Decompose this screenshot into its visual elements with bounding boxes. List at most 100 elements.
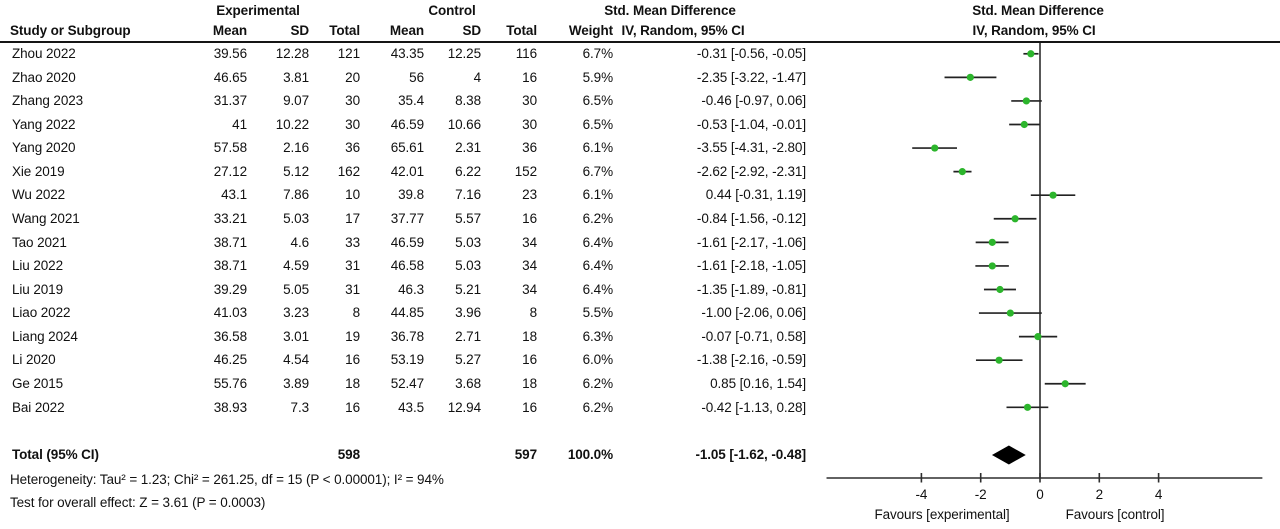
ctl-sd: 12.94 — [447, 399, 481, 415]
weight: 6.4% — [582, 281, 613, 297]
weight: 6.2% — [582, 375, 613, 391]
ctl-mean: 39.8 — [398, 187, 424, 203]
favours-experimental-label: Favours [experimental] — [874, 507, 1010, 522]
smd-ci: -1.38 [-2.16, -0.59] — [696, 352, 806, 368]
weight: 6.1% — [582, 140, 613, 156]
ctl-total: 16 — [522, 352, 537, 368]
exp-mean: 31.37 — [213, 93, 247, 109]
smd-ci: -1.61 [-2.18, -1.05] — [696, 258, 806, 274]
smd-ci: -0.53 [-1.04, -0.01] — [696, 116, 806, 132]
smd-ci: -1.35 [-1.89, -0.81] — [696, 281, 806, 297]
axis-tick-label: 4 — [1154, 487, 1163, 502]
weight: 6.4% — [582, 234, 613, 250]
weight: 6.0% — [582, 352, 613, 368]
ctl-sd: 5.03 — [455, 258, 481, 274]
ctl-sd: 3.68 — [455, 375, 481, 391]
exp-total: 19 — [345, 328, 360, 344]
study-row: Yang 2022 41 10.22 30 46.59 10.66 30 6.5% -0.53 … — [0, 113, 1280, 137]
exp-sd: 3.23 — [283, 305, 309, 321]
exp-total: 16 — [345, 352, 360, 368]
ctl-total: 8 — [529, 305, 538, 321]
exp-total: 20 — [345, 69, 360, 85]
effect-marker — [958, 168, 966, 176]
ctl-sd: 12.25 — [447, 46, 481, 61]
ctl-mean: 56 — [409, 69, 424, 85]
study-name: Zhang 2023 — [12, 93, 84, 109]
ctl-mean: 53.19 — [390, 352, 424, 368]
exp-mean: 27.12 — [213, 163, 247, 179]
exp-sd: 4.54 — [283, 352, 309, 368]
effect-marker — [988, 238, 996, 246]
ctl-total: 34 — [522, 258, 537, 274]
smd-ci: -0.46 [-0.97, 0.06] — [701, 93, 806, 109]
study-name: Liang 2024 — [12, 328, 78, 344]
weight: 6.2% — [582, 399, 613, 415]
smd-ci: -0.31 [-0.56, -0.05] — [696, 46, 806, 61]
study-name: Ge 2015 — [12, 375, 64, 391]
ctl-mean: 35.4 — [398, 93, 424, 109]
effect-marker — [988, 262, 996, 270]
exp-total: 17 — [345, 210, 360, 226]
smd-ci: -0.84 [-1.56, -0.12] — [696, 210, 806, 226]
col-weight: Weight — [568, 23, 613, 38]
exp-mean: 38.93 — [213, 399, 247, 415]
weight: 5.9% — [582, 69, 613, 85]
weight: 6.7% — [582, 163, 613, 179]
ctl-total: 16 — [522, 210, 537, 226]
smd-ci: -3.55 [-4.31, -2.80] — [696, 140, 806, 156]
study-row: Bai 2022 38.93 7.3 16 43.5 12.94 16 6.2% -0.42 [… — [0, 396, 1280, 420]
ctl-mean: 46.59 — [390, 116, 424, 132]
ctl-total: 18 — [522, 375, 537, 391]
col-smd-subtitle: IV, Random, 95% CI — [621, 23, 745, 38]
study-name: Zhao 2020 — [12, 69, 76, 85]
ctl-total: 36 — [522, 140, 537, 156]
exp-sd: 10.22 — [275, 116, 309, 132]
exp-total: 30 — [345, 93, 360, 109]
effect-marker — [966, 73, 974, 81]
study-row: Wu 2022 43.1 7.86 10 39.8 7.16 23 6.1% 0.44 [-0.… — [0, 183, 1280, 207]
ctl-total: 16 — [522, 399, 537, 415]
study-row: Zhao 2020 46.65 3.81 20 56 4 16 5.9% -2.35 [-3.2… — [0, 66, 1280, 90]
exp-total: 31 — [345, 258, 360, 274]
study-row: Liao 2022 41.03 3.23 8 44.85 3.96 8 5.5% -1.00 [… — [0, 301, 1280, 325]
exp-sd: 9.07 — [283, 93, 309, 109]
study-row: Yang 2020 57.58 2.16 36 65.61 2.31 36 6.1% -3.55… — [0, 136, 1280, 160]
col-group-control: Control — [428, 3, 476, 18]
ctl-sd: 2.71 — [455, 328, 481, 344]
col-ctl-mean: Mean — [389, 23, 424, 38]
ctl-total: 30 — [522, 116, 537, 132]
effect-marker — [931, 144, 939, 152]
smd-ci: -2.35 [-3.22, -1.47] — [696, 69, 806, 85]
study-row: Li 2020 46.25 4.54 16 53.19 5.27 16 6.0% -1.38 [… — [0, 348, 1280, 372]
study-row: Zhou 2022 39.56 12.28 121 43.35 12.25 116 6.7% -… — [0, 42, 1280, 66]
col-group-experimental: Experimental — [216, 3, 300, 18]
ctl-mean: 42.01 — [390, 163, 424, 179]
exp-mean: 39.29 — [213, 281, 247, 297]
exp-total: 30 — [345, 116, 360, 132]
axis-tick-label: -4 — [915, 487, 928, 502]
total-exp-n: 598 — [337, 447, 360, 462]
ctl-sd: 2.31 — [455, 140, 481, 156]
study-name: Liao 2022 — [12, 305, 71, 321]
total-ci: -1.05 [-1.62, -0.48] — [695, 447, 806, 462]
col-ctl-total: Total — [506, 23, 537, 38]
exp-total: 36 — [345, 140, 360, 156]
exp-sd: 5.12 — [283, 163, 309, 179]
study-name: Li 2020 — [12, 352, 56, 368]
plot-smd-title: Std. Mean Difference — [972, 3, 1104, 18]
study-name: Liu 2019 — [12, 281, 63, 297]
weight: 5.5% — [582, 305, 613, 321]
ctl-sd: 5.27 — [455, 352, 481, 368]
weight: 6.1% — [582, 187, 613, 203]
ctl-total: 23 — [522, 187, 537, 203]
effect-marker — [1023, 403, 1032, 411]
exp-mean: 39.56 — [213, 46, 247, 61]
col-smd-title: Std. Mean Difference — [604, 3, 736, 18]
col-study-subgroup: Study or Subgroup — [10, 23, 131, 38]
total-row: Total (95% CI) 598 597 100.0% -1.05 [-1.… — [0, 443, 1280, 467]
exp-sd: 5.05 — [283, 281, 309, 297]
ctl-mean: 43.5 — [398, 399, 424, 415]
ctl-mean: 43.35 — [390, 46, 424, 61]
exp-sd: 3.89 — [283, 375, 309, 391]
